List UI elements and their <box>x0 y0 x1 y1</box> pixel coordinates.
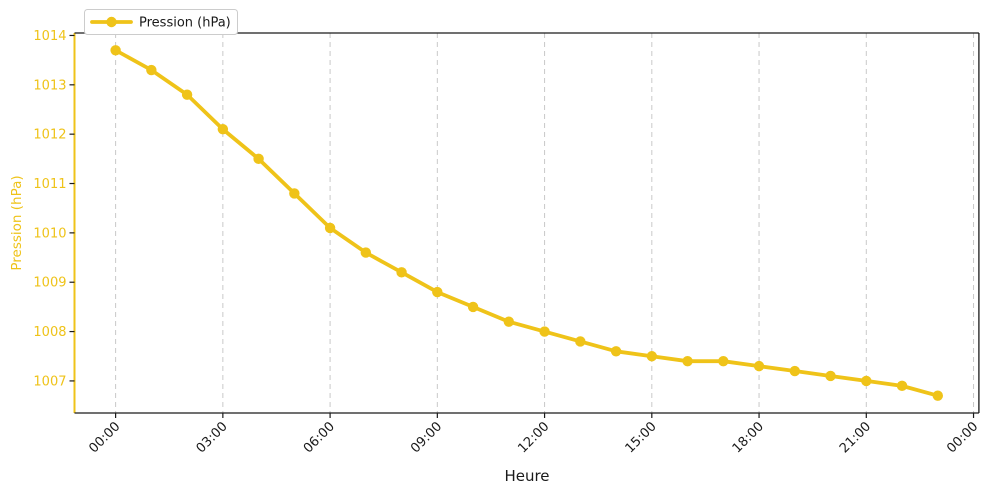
data-point-marker <box>467 301 479 313</box>
data-point-marker <box>896 380 908 392</box>
data-point-marker <box>646 351 658 362</box>
data-point-marker <box>217 124 229 135</box>
data-point-marker <box>503 316 515 327</box>
x-tick-label: 03:00 <box>194 419 231 456</box>
data-point-marker <box>789 365 801 377</box>
data-point-marker <box>289 188 300 199</box>
data-point-marker <box>718 355 729 367</box>
axis-ticks: 00:00 03:00 06:00 09:00 12:00 15:00 18:00 21:00… <box>33 29 981 456</box>
y-tick-label: 1011 <box>33 177 66 192</box>
y-tick-label: 1007 <box>33 374 66 389</box>
x-tick-label: 00:00 <box>944 419 981 456</box>
axes-spines <box>73 32 980 414</box>
y-tick-label: 1012 <box>33 128 66 143</box>
y-tick-label: 1014 <box>33 29 66 44</box>
data-point-marker <box>396 267 407 278</box>
data-point-marker <box>324 222 336 234</box>
gridlines <box>115 33 975 413</box>
data-point-marker <box>110 45 121 56</box>
data-point-marker <box>932 390 943 401</box>
x-tick-label: 18:00 <box>730 419 767 456</box>
x-tick-label: 06:00 <box>301 419 338 456</box>
data-point-marker <box>539 326 550 337</box>
y-tick-label: 1009 <box>33 276 66 291</box>
y-axis-label: Pression (hPa) <box>9 175 25 270</box>
data-point-marker <box>146 64 157 76</box>
data-point-marker <box>610 346 622 357</box>
data-point-marker <box>360 247 372 258</box>
legend-label: Pression (hPa) <box>139 16 231 31</box>
y-tick-label: 1013 <box>33 78 66 93</box>
x-tick-label: 09:00 <box>408 419 445 456</box>
x-tick-label: 21:00 <box>837 419 874 456</box>
data-point-marker <box>253 153 264 165</box>
x-axis-label: Heure <box>504 467 549 485</box>
x-tick-label: 12:00 <box>515 419 552 456</box>
y-tick-label: 1010 <box>33 226 66 241</box>
legend: Pression (hPa) <box>84 9 238 35</box>
pressure-line <box>113 48 940 398</box>
data-point-marker <box>432 286 443 298</box>
y-tick-label: 1008 <box>33 325 66 340</box>
data-point-marker <box>825 370 836 382</box>
data-point-marker <box>682 355 693 367</box>
legend-marker-icon <box>106 16 117 28</box>
x-tick-label: 15:00 <box>623 419 660 456</box>
legend-box <box>84 9 238 35</box>
data-point-marker <box>181 89 193 100</box>
data-point-marker <box>575 336 586 347</box>
data-point-marker <box>861 375 872 387</box>
x-tick-label: 00:00 <box>86 419 123 456</box>
pressure-line-series <box>110 45 943 401</box>
data-point-marker <box>753 360 765 372</box>
